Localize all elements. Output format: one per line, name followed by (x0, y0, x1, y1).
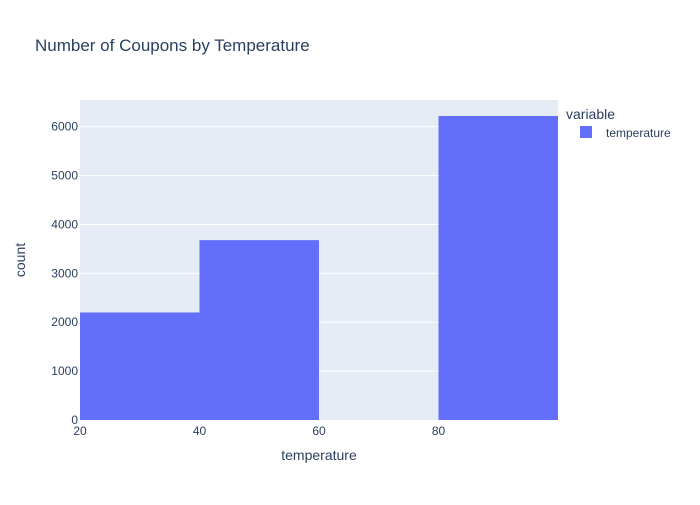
y-tick-label: 1000 (51, 364, 78, 378)
legend-item-temperature[interactable]: temperature (606, 126, 671, 140)
x-axis-ticks: 20 40 60 80 (73, 424, 445, 438)
x-tick-label: 80 (432, 424, 446, 438)
x-axis-title: temperature (281, 447, 357, 463)
y-tick-label: 0 (71, 413, 78, 427)
legend-title: variable (566, 106, 615, 122)
y-axis-title: count (12, 243, 28, 277)
y-tick-label: 6000 (51, 120, 78, 134)
bar-20-40[interactable] (80, 312, 200, 420)
y-axis-ticks: 0 1000 2000 3000 4000 5000 6000 (51, 120, 78, 427)
x-tick-label: 20 (73, 424, 87, 438)
legend-swatch[interactable] (580, 126, 592, 138)
chart-title: Number of Coupons by Temperature (35, 36, 310, 55)
bar-80-100[interactable] (438, 115, 559, 420)
x-tick-label: 60 (312, 424, 326, 438)
y-tick-label: 2000 (51, 315, 78, 329)
x-tick-label: 40 (193, 424, 207, 438)
bar-40-60[interactable] (199, 240, 320, 420)
y-tick-label: 5000 (51, 169, 78, 183)
y-tick-label: 3000 (51, 266, 78, 280)
y-tick-label: 4000 (51, 217, 78, 231)
legend[interactable]: variable temperature (566, 106, 671, 140)
bars (80, 115, 559, 420)
